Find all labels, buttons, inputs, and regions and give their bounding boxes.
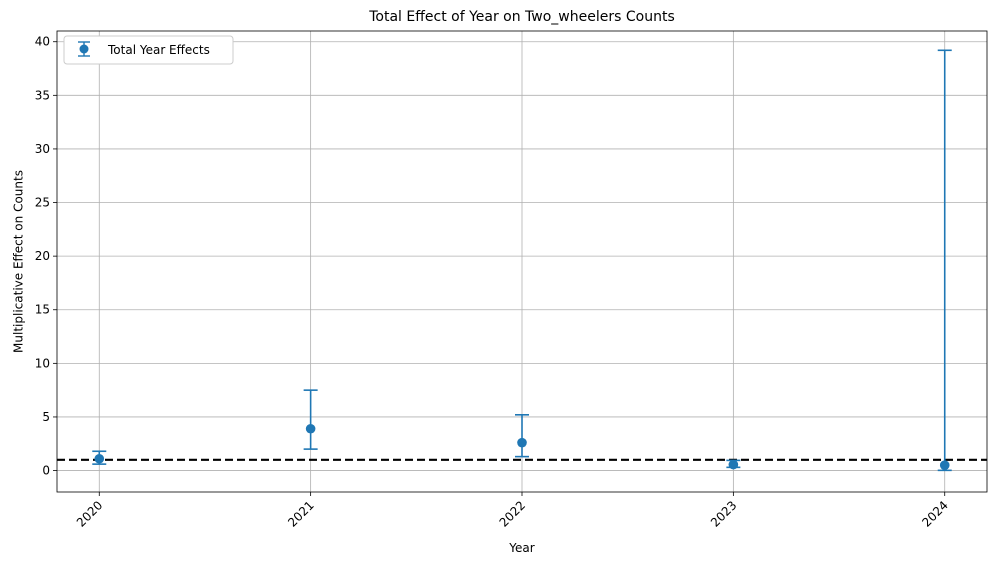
chart-title: Total Effect of Year on Two_wheelers Cou… xyxy=(368,9,674,25)
y-tick-label: 40 xyxy=(35,35,50,49)
data-point xyxy=(939,460,950,470)
y-tick-label: 10 xyxy=(35,356,50,370)
grid xyxy=(57,31,987,492)
legend-marker xyxy=(78,41,90,57)
y-tick-label: 0 xyxy=(42,464,50,478)
x-tick-label: 2022 xyxy=(497,498,528,529)
x-tick-label: 2024 xyxy=(919,498,950,529)
data-points xyxy=(94,423,950,470)
legend: Total Year Effects xyxy=(63,35,234,65)
x-axis-ticks: 2020 2021 2022 2023 2024 xyxy=(74,492,951,530)
x-axis-label: Year xyxy=(508,541,534,555)
data-point xyxy=(517,437,527,448)
y-tick-label: 20 xyxy=(35,249,50,263)
y-tick-label: 30 xyxy=(35,142,50,156)
x-tick-label: 2020 xyxy=(74,498,105,529)
data-point xyxy=(728,459,739,470)
data-point xyxy=(94,453,105,464)
error-bars xyxy=(92,49,952,472)
y-axis-ticks: 0 5 10 15 20 25 30 35 40 xyxy=(35,35,57,478)
legend-box xyxy=(63,35,234,65)
y-tick-label: 15 xyxy=(35,303,50,317)
x-tick-label: 2023 xyxy=(708,498,739,529)
x-tick-label: 2021 xyxy=(285,498,316,529)
legend-label: Total Year Effects xyxy=(107,43,210,57)
y-tick-label: 5 xyxy=(42,410,50,424)
legend-point xyxy=(79,44,89,54)
y-tick-label: 25 xyxy=(35,196,50,210)
y-tick-label: 35 xyxy=(35,88,50,102)
y-axis-label: Multiplicative Effect on Counts xyxy=(12,170,26,353)
data-point xyxy=(305,423,316,434)
